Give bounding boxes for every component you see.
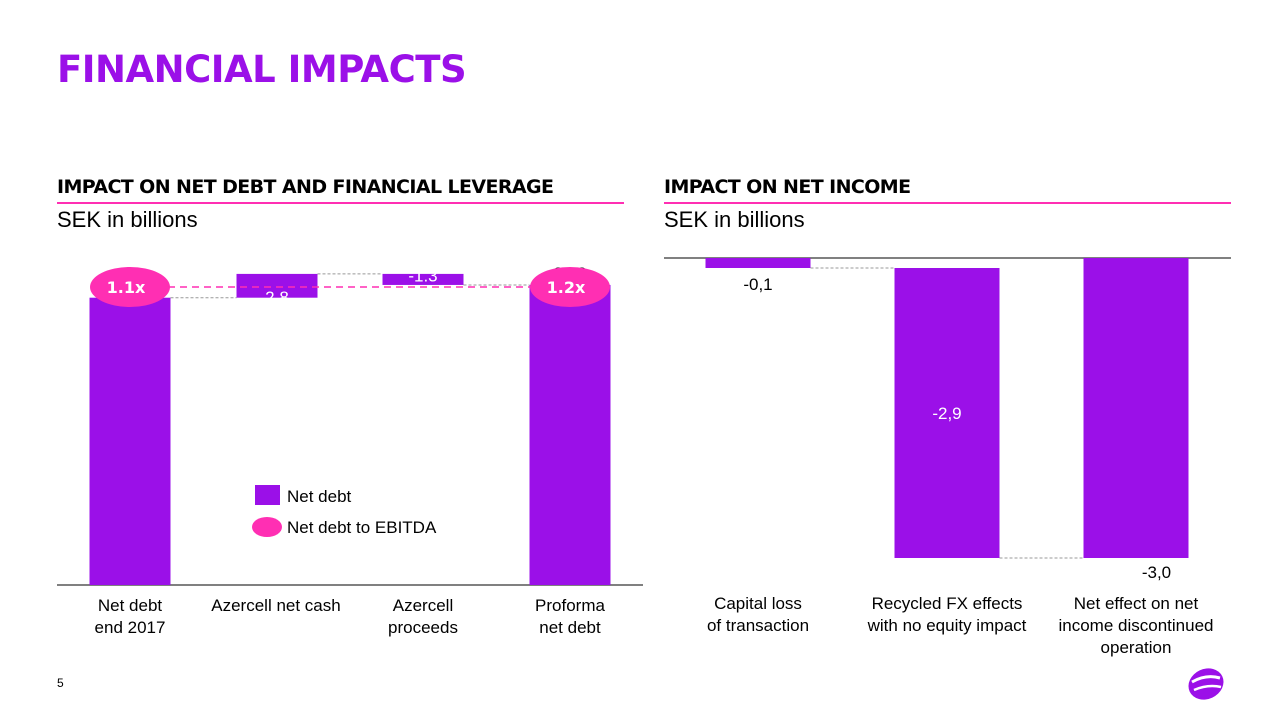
legend-swatch-ebitda	[252, 517, 282, 537]
right-section-subtitle: SEK in billions	[664, 207, 805, 232]
left-category-label: Net debt end 2017	[94, 596, 166, 637]
leverage-label: 1.1x	[107, 278, 146, 297]
left-category-label: Proforma net debt	[535, 596, 605, 637]
bar-value-label: 2,8	[265, 288, 289, 307]
legend-label-net-debt: Net debt	[287, 487, 352, 506]
left-section-subtitle: SEK in billions	[57, 207, 198, 232]
brand-logo-icon	[1188, 668, 1224, 700]
bar-value-label: -2,9	[932, 404, 961, 423]
left-category-label: Azercell proceeds	[388, 596, 458, 637]
legend-swatch-net-debt	[255, 485, 280, 505]
net-income-total-bar	[1083, 258, 1189, 558]
net-income-delta-bar	[894, 268, 1000, 558]
left-category-label: Azercell net cash	[211, 596, 341, 615]
right-section-divider	[664, 202, 1231, 204]
bar-value-label: -3,0	[1142, 563, 1171, 582]
net-debt-delta-bar	[236, 273, 318, 298]
leverage-marker	[90, 267, 170, 307]
right-section-heading: IMPACT ON NET INCOME	[664, 176, 911, 198]
bar-value-label: -1.3	[408, 266, 437, 285]
leverage-label: 1.2x	[547, 278, 586, 297]
right-category-label: Net effect on net income discontinued oper…	[1058, 594, 1214, 657]
bar-value-label: -0,1	[743, 275, 772, 294]
left-section-divider	[57, 202, 624, 204]
net-debt-total-bar	[529, 284, 611, 585]
right-category-label: Recycled FX effects with no equity impact	[867, 594, 1027, 635]
right-category-label: Capital loss of transaction	[706, 594, 810, 635]
leverage-marker	[530, 267, 610, 307]
page-title: FINANCIAL IMPACTS	[57, 48, 467, 91]
legend-label-ebitda: Net debt to EBITDA	[287, 518, 437, 537]
net-income-delta-bar	[705, 258, 811, 268]
net-debt-delta-bar	[382, 273, 464, 285]
page-number: 5	[57, 676, 64, 690]
left-section-heading: IMPACT ON NET DEBT AND FINANCIAL LEVERAG…	[57, 176, 554, 198]
net-debt-total-bar	[89, 297, 171, 585]
